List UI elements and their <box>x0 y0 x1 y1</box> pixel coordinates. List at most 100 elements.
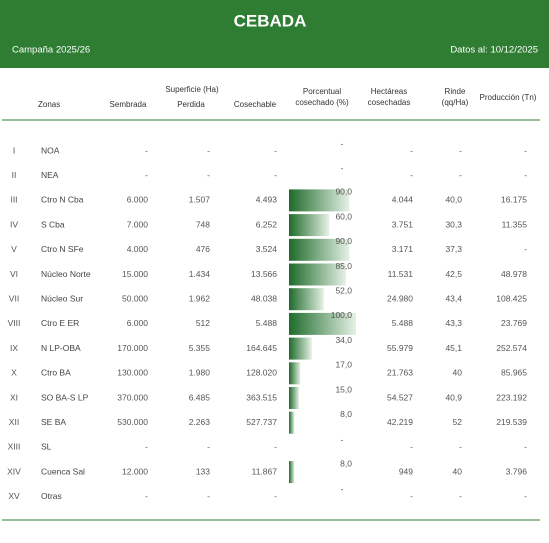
cosechable: 11.867 <box>252 466 278 476</box>
col-header: Cosechable <box>234 100 277 109</box>
produccion: - <box>524 491 527 501</box>
produccion: 219.539 <box>496 417 527 427</box>
percent-bar <box>289 337 312 360</box>
cosechable: 363.515 <box>246 392 277 402</box>
zone-number: I <box>13 145 15 155</box>
percent-label: 15,0 <box>335 384 352 394</box>
hectareas: 3.751 <box>392 219 414 229</box>
perdida: - <box>207 491 210 501</box>
cosechable: 4.493 <box>256 195 278 205</box>
zone-name: Ctro E ER <box>41 318 79 328</box>
percent-label: 85,0 <box>335 261 352 271</box>
hectareas: 949 <box>399 466 413 476</box>
rinde: 52 <box>453 417 463 427</box>
percent-label: 8,0 <box>340 409 352 419</box>
sembrada: 130.000 <box>117 368 148 378</box>
zone-name: NEA <box>41 170 59 180</box>
rinde: 45,1 <box>445 343 462 353</box>
hectareas: 5.488 <box>392 318 414 328</box>
sembrada: - <box>145 491 148 501</box>
percent-bar <box>289 214 330 237</box>
percent-bar <box>289 387 300 409</box>
perdida: 1.434 <box>189 269 211 279</box>
sembrada: 12.000 <box>122 466 148 476</box>
percent-bar <box>289 411 295 434</box>
sembrada: 530.000 <box>117 417 148 427</box>
zone-name: Núcleo Sur <box>41 293 83 303</box>
zone-name: Ctro BA <box>41 368 71 378</box>
percent-bar <box>289 288 324 311</box>
title: CEBADA <box>234 11 307 30</box>
zone-number: VI <box>10 269 18 279</box>
perdida: 1.507 <box>189 195 211 205</box>
produccion: - <box>524 145 527 155</box>
zone-name: Cuenca Sal <box>41 466 85 476</box>
col-header: Perdida <box>177 100 205 109</box>
perdida: 5.355 <box>189 343 211 353</box>
zone-number: VII <box>9 293 19 303</box>
rinde: - <box>459 170 462 180</box>
hectareas: 24.980 <box>387 293 413 303</box>
produccion: 223.192 <box>496 392 527 402</box>
rinde: 37,3 <box>445 244 462 254</box>
cosechable: - <box>274 145 277 155</box>
rinde: 40 <box>453 368 463 378</box>
produccion: - <box>524 442 527 452</box>
zone-number: VIII <box>8 318 21 328</box>
percent-label: 60,0 <box>335 211 352 221</box>
perdida: 1.962 <box>189 293 211 303</box>
sembrada: - <box>145 170 148 180</box>
rinde: - <box>459 442 462 452</box>
perdida: 133 <box>196 466 210 476</box>
rinde: - <box>459 145 462 155</box>
zone-number: IV <box>10 219 18 229</box>
percent-label: 100,0 <box>331 310 353 320</box>
rinde: 40,9 <box>445 392 462 402</box>
cosechable: 3.524 <box>256 244 278 254</box>
percent-label: - <box>341 138 344 148</box>
sembrada: 6.000 <box>127 195 149 205</box>
rinde: 30,3 <box>445 219 462 229</box>
hectareas: - <box>410 145 413 155</box>
zone-name: SL <box>41 442 52 452</box>
zone-name: Otras <box>41 491 62 501</box>
produccion: 85.965 <box>501 368 527 378</box>
percent-bar <box>289 312 356 335</box>
rinde: - <box>459 491 462 501</box>
zone-number: XIII <box>8 442 21 452</box>
col-header: Porcentual <box>303 87 341 96</box>
zone-name: SE BA <box>41 417 66 427</box>
percent-label: 90,0 <box>335 187 352 197</box>
perdida: - <box>207 170 210 180</box>
zone-number: V <box>11 244 17 254</box>
campaign: Campaña 2025/26 <box>12 45 90 56</box>
percent-label: 52,0 <box>335 285 352 295</box>
rinde: 43,3 <box>445 318 462 328</box>
produccion: 48.978 <box>501 269 527 279</box>
sembrada: 7.000 <box>127 219 149 229</box>
percent-bar <box>289 238 350 261</box>
perdida: 1.980 <box>189 368 211 378</box>
col-header: cosechado (%) <box>295 98 349 107</box>
rinde: 40,0 <box>445 195 462 205</box>
hectareas: 11.531 <box>388 269 414 279</box>
cosechable: 128.020 <box>246 368 277 378</box>
col-header: Producción (Tn) <box>480 93 537 102</box>
perdida: 6.485 <box>189 392 211 402</box>
sembrada: 370.000 <box>117 392 148 402</box>
rinde: 43,4 <box>445 293 462 303</box>
col-header: (qq/Ha) <box>442 98 469 107</box>
sembrada: - <box>145 442 148 452</box>
percent-bar <box>289 263 346 286</box>
col-header: Rinde <box>445 87 466 96</box>
hectareas: 55.979 <box>387 343 413 353</box>
zone-number: X <box>11 368 17 378</box>
produccion: 11.355 <box>502 219 528 229</box>
produccion: 3.796 <box>506 466 528 476</box>
col-header: cosechadas <box>368 98 411 107</box>
cosechable: - <box>274 170 277 180</box>
perdida: 476 <box>196 244 210 254</box>
produccion: 23.769 <box>501 318 527 328</box>
sembrada: 170.000 <box>117 343 148 353</box>
